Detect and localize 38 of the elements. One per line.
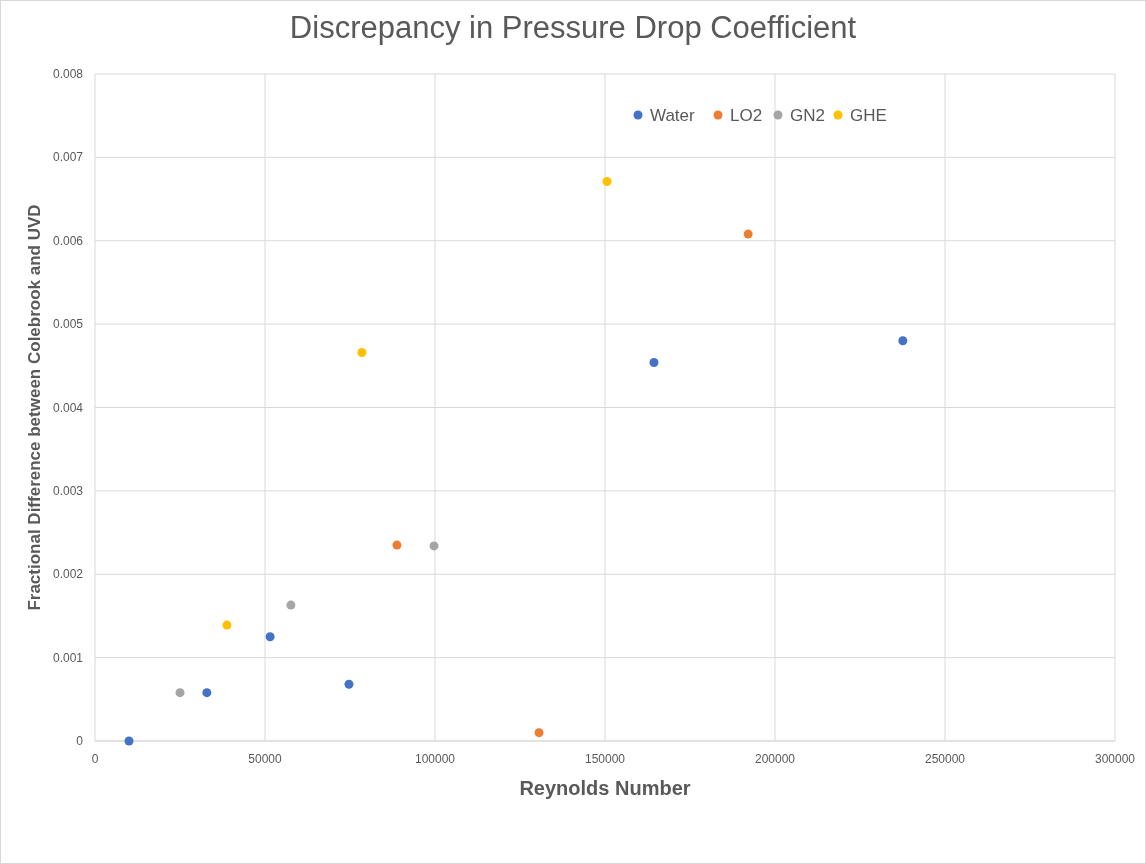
point	[534, 728, 544, 738]
point	[286, 600, 296, 610]
x-tick-label: 100000	[414, 752, 456, 766]
point	[392, 540, 402, 550]
legend-label: LO2	[730, 106, 763, 125]
point	[175, 688, 185, 698]
legend-label: GN2	[790, 106, 825, 125]
x-tick-label: 250000	[924, 752, 966, 766]
y-tick-label: 0.004	[52, 400, 84, 415]
x-tick-label: 200000	[754, 752, 796, 766]
point	[898, 336, 908, 346]
x-axis-title: Reynolds Number	[519, 777, 691, 799]
y-tick-label: 0.003	[52, 483, 84, 498]
point	[602, 177, 612, 187]
x-tick-label: 150000	[584, 752, 626, 766]
y-tick-label: 0.005	[52, 317, 84, 332]
y-tick-label: 0.002	[52, 567, 84, 582]
y-axis-title: Fractional Difference between Colebrook and UVD	[25, 204, 44, 611]
y-tick-label: 0.008	[52, 67, 84, 81]
x-tick-label: 50000	[248, 752, 283, 766]
y-tick-label: 0.001	[52, 650, 84, 665]
x-tick-label: 300000	[1094, 752, 1136, 766]
point	[429, 541, 439, 551]
y-tick-label: 0.007	[52, 150, 84, 165]
y-tick-label: 0.006	[52, 233, 84, 248]
point	[344, 679, 354, 689]
point	[265, 632, 275, 642]
point	[649, 357, 659, 367]
legend-label: GHE	[850, 106, 887, 125]
point	[202, 688, 212, 698]
legend-label: Water	[650, 106, 696, 125]
point	[222, 620, 232, 630]
point	[743, 229, 753, 239]
chart-title: Discrepancy in Pressure Drop Coefficient	[289, 10, 857, 45]
point	[124, 736, 134, 746]
x-tick-label: 0	[91, 752, 99, 766]
point	[357, 347, 367, 357]
y-tick-label: 0	[76, 734, 84, 748]
